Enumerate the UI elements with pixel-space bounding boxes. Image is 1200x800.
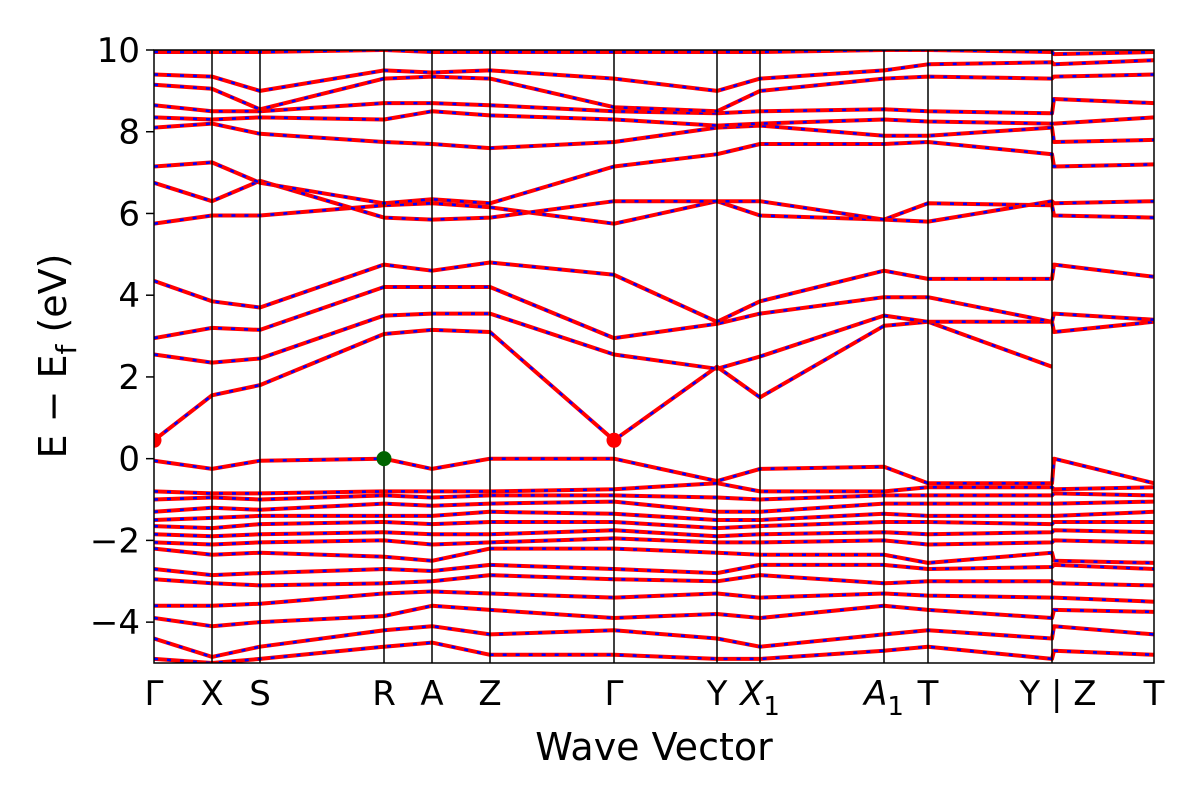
x-tick-label: R — [372, 674, 396, 714]
y-axis-label: E − Ef (eV) — [31, 254, 83, 459]
y-tick-label: 8 — [118, 113, 140, 153]
y-tick-label: 2 — [118, 358, 140, 398]
y-tick-label: −2 — [90, 521, 140, 561]
x-tick-label: T — [1143, 674, 1165, 714]
x-tick-label: Y | Z — [1018, 674, 1096, 714]
band-line-26 — [154, 58, 1154, 93]
x-tick-label: Γ — [145, 674, 164, 714]
y-tick-label: 0 — [118, 440, 140, 480]
band-line-1 — [154, 311, 1154, 371]
y-axis-ticks: −4 −2 0 2 4 6 8 10 — [90, 31, 154, 643]
band-overlay-2 — [154, 285, 1154, 340]
band-overlay-4 — [154, 457, 1154, 485]
band-overlay-17 — [154, 624, 1154, 659]
vbm-marker — [376, 451, 392, 467]
y-tick-label: 10 — [97, 31, 140, 71]
band-line-22 — [154, 121, 1154, 151]
x-tick-label: Y — [706, 674, 728, 714]
band-line-14 — [154, 573, 1154, 588]
x-tick-label: A — [420, 674, 443, 714]
y-tick-label: 4 — [118, 276, 140, 316]
band-line-15 — [154, 589, 1154, 608]
x-tick-label: Γ — [605, 674, 624, 714]
x-axis-label: Wave Vector — [535, 725, 773, 769]
band-overlay-26 — [154, 58, 1154, 93]
x-tick-label: X — [200, 674, 223, 714]
band-line-5 — [154, 481, 1154, 496]
band-line-23 — [154, 109, 1154, 128]
band-line-7 — [154, 499, 1154, 514]
x-tick-label: Z — [478, 674, 501, 714]
band-line-25 — [154, 72, 1154, 114]
x-tick-label: S — [249, 674, 271, 714]
band-line-16 — [154, 603, 1154, 629]
y-axis-label-unit: (eV) — [31, 254, 75, 345]
y-axis-label-main: E − E — [31, 354, 75, 458]
band-edge-markers — [154, 432, 622, 467]
y-axis-label-sub: f — [50, 343, 83, 354]
band-line-13 — [154, 562, 1154, 578]
x-tick-label: T — [917, 674, 939, 714]
band-line-12 — [154, 546, 1154, 565]
band-overlay-3 — [154, 261, 1154, 324]
cbm-marker — [606, 432, 622, 448]
band-line-4 — [154, 456, 1154, 486]
band-overlay-25 — [154, 73, 1154, 113]
band-line-11 — [154, 536, 1154, 547]
y-tick-label: −4 — [90, 603, 140, 643]
band-overlay-21 — [154, 140, 1154, 205]
bands-layer — [154, 50, 1154, 663]
band-line-9 — [154, 520, 1154, 531]
x-tick-label: X1 — [738, 674, 780, 722]
band-overlay-0 — [154, 320, 1053, 442]
x-tick-label: A1 — [862, 674, 904, 722]
band-line-0 — [154, 319, 1053, 443]
high-symmetry-lines — [211, 50, 1053, 663]
band-line-8 — [154, 509, 1154, 522]
band-line-27 — [154, 50, 1154, 57]
y-tick-label: 6 — [118, 194, 140, 234]
band-line-18 — [154, 640, 1154, 663]
cbm-marker — [154, 432, 162, 448]
band-line-24 — [154, 97, 1154, 116]
band-line-10 — [154, 528, 1154, 539]
band-line-6 — [154, 491, 1154, 502]
plot-frame — [153, 49, 1155, 664]
